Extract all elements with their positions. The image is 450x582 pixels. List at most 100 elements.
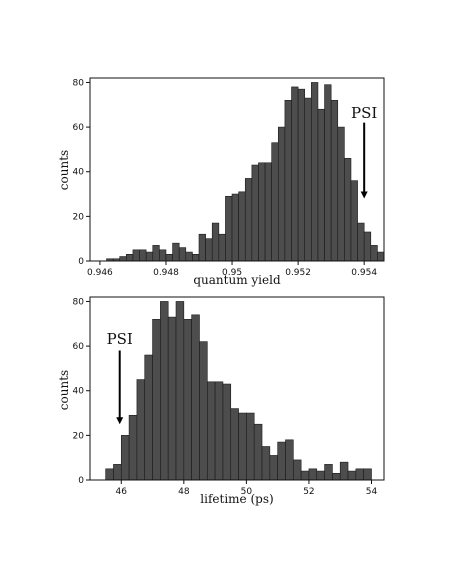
y-tick-label: 40 xyxy=(73,387,85,397)
histogram-bar xyxy=(160,301,169,481)
histogram-bar xyxy=(172,242,180,262)
histogram-bar xyxy=(308,468,318,481)
histogram-bar xyxy=(269,455,278,481)
histogram-bar xyxy=(119,256,127,262)
histogram-bar xyxy=(285,439,294,481)
histogram-bar xyxy=(271,142,279,262)
x-tick-label: 50 xyxy=(241,487,253,497)
histogram-bar xyxy=(363,231,372,262)
y-tick-label: 80 xyxy=(73,297,85,307)
histogram-bar xyxy=(191,314,200,481)
histogram-bar xyxy=(324,84,332,262)
histogram-bar xyxy=(258,162,266,262)
psi-annotation: PSI xyxy=(107,330,133,425)
histogram-bar xyxy=(238,412,247,481)
psi-label: PSI xyxy=(107,330,133,348)
histogram-bar xyxy=(251,164,259,262)
histogram-bar xyxy=(277,126,286,262)
histogram-bar xyxy=(377,251,385,262)
histogram-bar xyxy=(192,254,200,262)
y-tick-label: 0 xyxy=(78,476,84,486)
histogram-bar xyxy=(139,249,147,262)
plot-frame xyxy=(89,296,385,481)
histogram-bar xyxy=(292,459,302,481)
psi-arrow-head xyxy=(116,417,124,425)
lifetime-bars xyxy=(105,301,372,481)
x-ticks: 0.946 0.948 0.95 0.952 0.954 xyxy=(87,261,377,278)
x-tick-label: 48 xyxy=(178,487,190,497)
x-tick-label: 0.954 xyxy=(351,268,377,278)
histogram-bar xyxy=(291,86,299,262)
histogram-bar xyxy=(206,381,216,481)
histogram-bar xyxy=(230,408,239,481)
y-tick-label: 20 xyxy=(73,212,85,222)
histogram-bar xyxy=(344,158,352,262)
histogram-bar xyxy=(297,88,306,262)
psi-label: PSI xyxy=(351,104,377,122)
histogram-bar xyxy=(244,178,253,262)
histogram-bar xyxy=(347,470,357,481)
x-tick-label: 0.946 xyxy=(87,268,113,278)
y-ticks: 0 20 40 60 80 xyxy=(73,297,90,486)
x-ticks: 46 48 50 52 54 xyxy=(116,480,378,497)
histogram-bar xyxy=(205,238,213,262)
histogram-bar xyxy=(136,379,146,481)
x-tick-label: 0.952 xyxy=(285,268,311,278)
x-tick-label: 54 xyxy=(366,487,378,497)
histogram-bar xyxy=(105,468,114,481)
psi-annotation: PSI xyxy=(351,104,377,199)
histogram-bar xyxy=(178,247,187,262)
histogram-bar xyxy=(145,251,154,262)
histogram-bar xyxy=(152,319,161,481)
histogram-bar xyxy=(350,180,358,262)
y-tick-label: 60 xyxy=(73,342,85,352)
y-tick-label: 40 xyxy=(73,168,85,178)
histogram-bar xyxy=(370,245,378,262)
histogram-bar xyxy=(126,254,134,262)
histogram-bar xyxy=(159,249,167,262)
x-axis-label: quantum yield xyxy=(193,273,281,287)
histogram-bar xyxy=(277,441,286,481)
psi-arrow-head xyxy=(360,191,368,199)
histogram-bar xyxy=(337,126,345,262)
histogram-bar xyxy=(304,97,312,262)
x-tick-label: 0.948 xyxy=(153,268,179,278)
y-axis-label: counts xyxy=(57,370,71,410)
histogram-bar xyxy=(324,464,333,481)
plot-frame xyxy=(89,77,385,262)
y-axis-label: counts xyxy=(57,150,71,190)
y-tick-label: 60 xyxy=(73,123,85,133)
histogram-bar xyxy=(264,162,272,262)
histogram-bar xyxy=(311,82,319,262)
histogram-bar xyxy=(214,381,224,481)
histogram-bar xyxy=(317,108,325,262)
histogram-bar xyxy=(152,245,160,262)
histogram-bar xyxy=(339,461,349,481)
histogram-bar xyxy=(183,319,192,481)
y-tick-label: 80 xyxy=(73,78,85,88)
x-tick-label: 46 xyxy=(116,487,128,497)
histogram-bar xyxy=(231,193,239,262)
histogram-bar xyxy=(144,354,153,481)
histogram-bar xyxy=(225,195,233,262)
histogram-bar xyxy=(185,251,193,262)
histogram-bar xyxy=(165,254,173,262)
histogram-bar xyxy=(316,470,325,481)
histogram-bar xyxy=(199,341,208,481)
histogram-bar xyxy=(332,472,341,481)
y-ticks: 0 20 40 60 80 xyxy=(73,78,90,267)
histogram-bar xyxy=(363,468,372,481)
histogram-bar xyxy=(284,100,292,262)
histogram-bar xyxy=(132,249,140,262)
histogram-bar xyxy=(300,470,310,481)
quantum-yield-histogram: 0.946 0.948 0.95 0.952 0.954 0 20 40 60 80 quant… xyxy=(57,77,385,287)
histogram-bar xyxy=(261,446,271,481)
histogram-bar xyxy=(238,191,246,262)
y-tick-label: 0 xyxy=(78,257,84,267)
x-tick-label: 0.95 xyxy=(222,268,242,278)
histogram-bar xyxy=(357,222,365,262)
y-tick-label: 20 xyxy=(73,431,85,441)
histogram-bar xyxy=(175,301,185,481)
histogram-bar xyxy=(198,233,206,262)
